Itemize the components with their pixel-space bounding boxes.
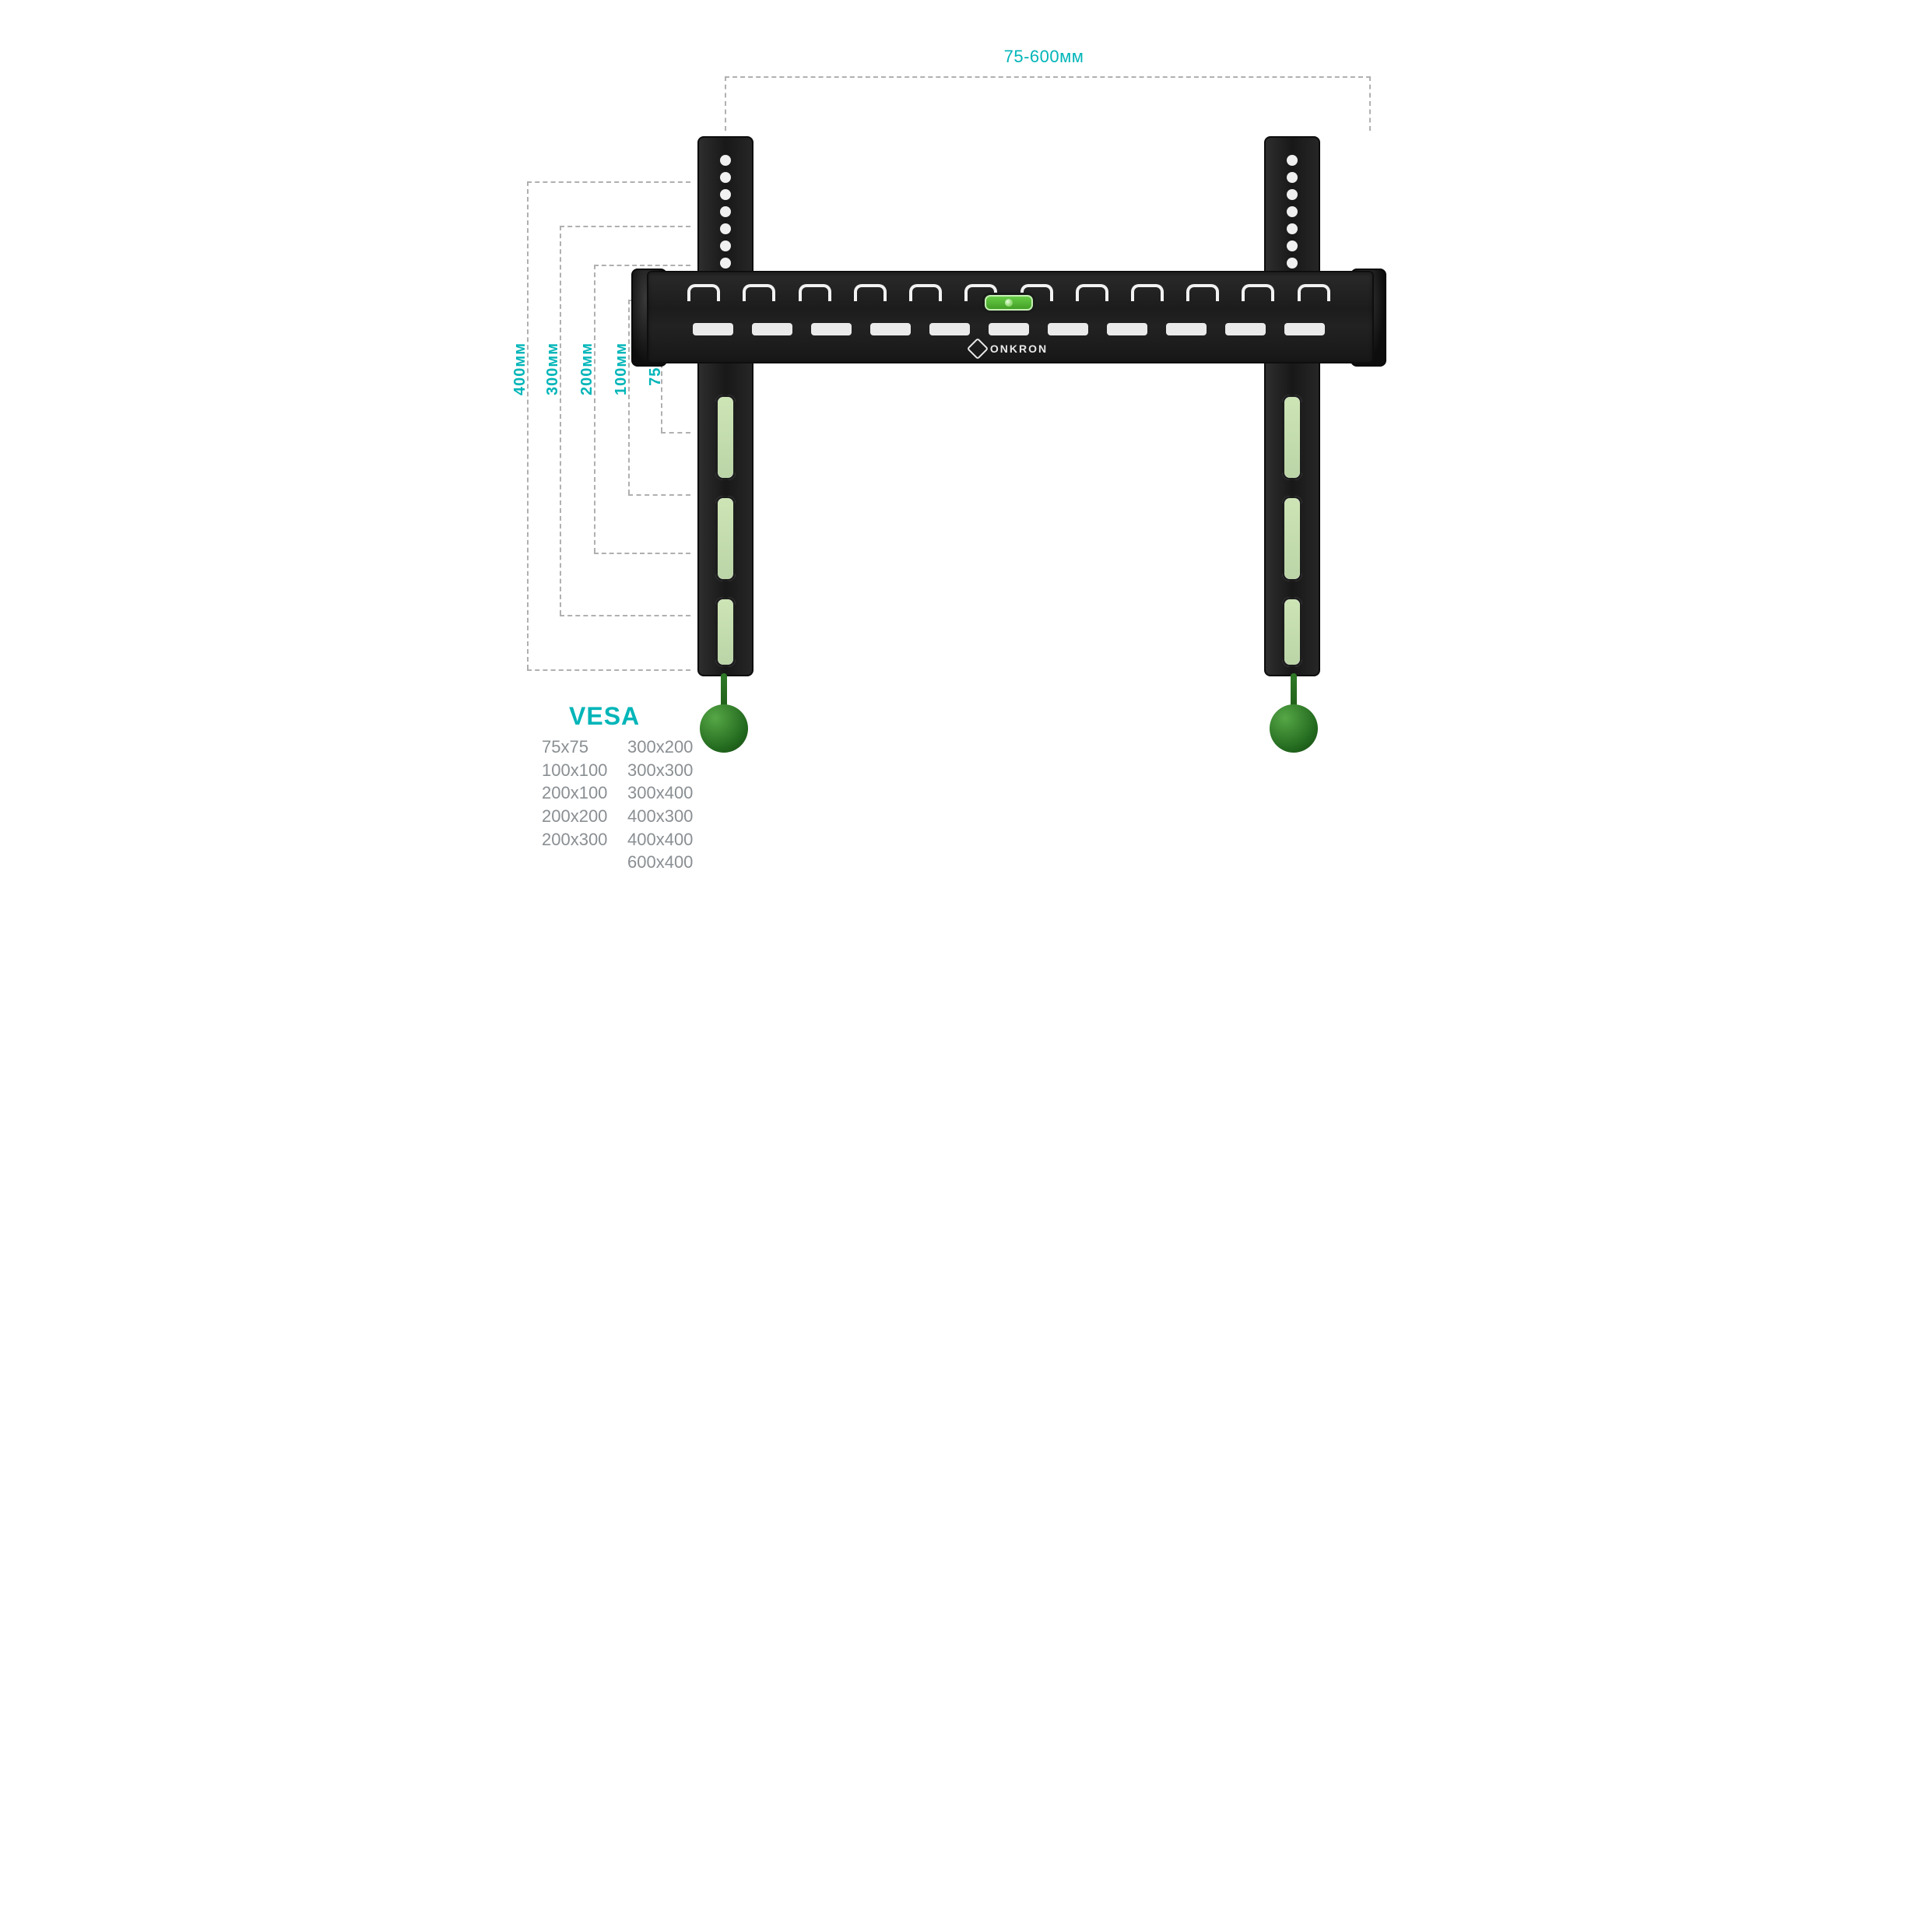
arm-slot (715, 597, 736, 667)
vesa-value: 300x400 (627, 781, 693, 805)
arm-slot (1282, 597, 1302, 667)
plate-slot (1048, 323, 1088, 335)
arm-hole (720, 258, 731, 269)
arm-hole (1287, 223, 1298, 234)
vesa-value: 400x300 (627, 805, 693, 828)
vesa-value: 200x300 (542, 828, 607, 851)
plate-slot (1284, 323, 1325, 335)
plate-slot (752, 323, 792, 335)
dash-h-300-bot (560, 615, 690, 616)
vesa-value: 200x100 (542, 781, 607, 805)
vesa-value: 400x400 (627, 828, 693, 851)
brand-text: ONKRON (990, 342, 1048, 355)
top-dash-right-drop (1369, 76, 1371, 131)
arm-slot (1282, 395, 1302, 480)
vesa-value: 200x200 (542, 805, 607, 828)
arm-left (697, 136, 753, 676)
vesa-value: 300x200 (627, 736, 693, 759)
wall-mount-diagram: ONKRON (674, 136, 1344, 704)
arm-hole (1287, 172, 1298, 183)
vesa-title: VESA (569, 702, 640, 731)
arm-hole (1287, 189, 1298, 200)
vesa-value: 75x75 (542, 736, 607, 759)
arm-hole (1287, 206, 1298, 217)
plate-slot (811, 323, 852, 335)
arm-hole (720, 223, 731, 234)
plate-hook (1131, 284, 1164, 311)
bubble-level-icon (982, 293, 1035, 313)
plate-slot (989, 323, 1029, 335)
dash-v-200 (594, 265, 595, 553)
arm-hole (1287, 155, 1298, 166)
arm-slot (1282, 496, 1302, 581)
plate-hook (854, 284, 887, 311)
plate-hook (1242, 284, 1274, 311)
arm-hole (1287, 258, 1298, 269)
plate-hook (687, 284, 720, 311)
top-dash (725, 76, 1371, 78)
plate-slot-row (674, 323, 1344, 339)
arm-hole (720, 206, 731, 217)
brand-logo-icon (967, 338, 989, 360)
plate-slot (1225, 323, 1266, 335)
vesa-column-2: 300x200 300x300 300x400 400x300 400x400 … (627, 736, 693, 874)
vesa-value: 300x300 (627, 759, 693, 782)
plate-hook (1298, 284, 1330, 311)
plate-hook (799, 284, 831, 311)
arm-slot (715, 496, 736, 581)
plate-slot (1107, 323, 1147, 335)
arm-slot (715, 395, 736, 480)
vesa-value: 100x100 (542, 759, 607, 782)
pull-ball-right (1270, 704, 1318, 753)
top-dash-left-drop (725, 76, 726, 131)
pull-ball-left (700, 704, 748, 753)
vesa-column-1: 75x75 100x100 200x100 200x200 200x300 (542, 736, 607, 851)
vesa-value: 600x400 (627, 851, 693, 874)
dash-v-300 (560, 226, 561, 615)
top-dimension-label: 75-600мм (966, 47, 1122, 67)
arm-hole (720, 172, 731, 183)
plate-hook (909, 284, 942, 311)
plate-hook (1076, 284, 1108, 311)
plate-slot (929, 323, 970, 335)
arm-hole (720, 189, 731, 200)
arm-hole (720, 155, 731, 166)
plate-slot (1166, 323, 1207, 335)
dash-h-400-top (527, 181, 690, 183)
dash-v-100 (628, 300, 630, 494)
plate-hook (743, 284, 775, 311)
arm-hole (1287, 240, 1298, 251)
dash-h-300-top (560, 226, 690, 227)
plate-slot (870, 323, 911, 335)
plate-hook (1186, 284, 1219, 311)
brand-label: ONKRON (674, 341, 1344, 356)
plate-slot (693, 323, 733, 335)
arm-right (1264, 136, 1320, 676)
arm-hole (720, 240, 731, 251)
dash-h-400-bot (527, 669, 690, 671)
dash-v-400 (527, 181, 529, 669)
